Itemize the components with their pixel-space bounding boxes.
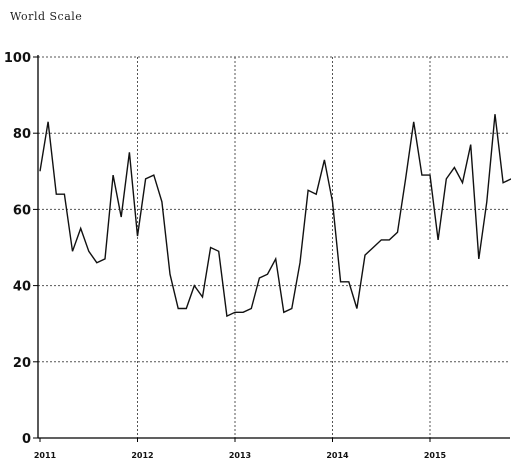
- y-tick-label-60: 60: [13, 203, 31, 218]
- series-line-0: [39, 114, 511, 318]
- x-tick-label-2014: 2014: [326, 451, 349, 460]
- chart-title: World Scale: [10, 10, 83, 23]
- x-axis-tick-labels: 2011 2012 2013 2014 2015: [34, 451, 447, 460]
- x-tick-label-2012: 2012: [131, 451, 153, 460]
- series-layer: [39, 114, 511, 318]
- y-tick-label-40: 40: [13, 280, 31, 295]
- axes: [33, 55, 510, 442]
- y-axis-tick-labels: 0 20 40 60 80 100: [4, 51, 31, 447]
- x-tick-label-2015: 2015: [424, 451, 447, 460]
- x-tick-label-2013: 2013: [229, 451, 251, 460]
- y-tick-label-0: 0: [22, 432, 31, 447]
- y-tick-label-80: 80: [13, 127, 31, 142]
- y-tick-label-100: 100: [4, 51, 31, 66]
- grid-lines: [38, 56, 510, 438]
- x-tick-label-2011: 2011: [34, 451, 57, 460]
- y-tick-label-20: 20: [13, 356, 31, 371]
